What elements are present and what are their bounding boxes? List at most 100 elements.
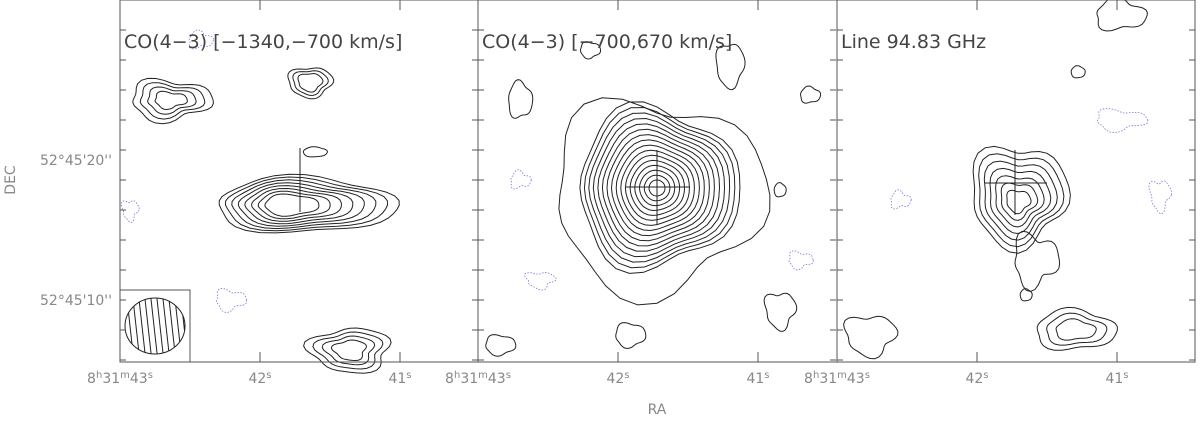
x-tick-label: 41s bbox=[1105, 370, 1128, 388]
contour bbox=[1096, 0, 1148, 32]
contour bbox=[610, 139, 705, 237]
contour bbox=[297, 72, 324, 93]
contour bbox=[302, 146, 328, 158]
x-tick-part: s bbox=[406, 370, 411, 381]
x-tick-label: 42s bbox=[606, 370, 629, 388]
contour bbox=[788, 250, 814, 271]
contour bbox=[890, 189, 912, 210]
contour bbox=[292, 70, 329, 96]
contour bbox=[989, 167, 1052, 235]
contour bbox=[264, 193, 320, 217]
x-tick-part: h bbox=[813, 370, 819, 381]
contour bbox=[303, 327, 392, 374]
contour bbox=[330, 339, 368, 362]
x-tick-part: 43 bbox=[130, 371, 148, 387]
contour bbox=[629, 159, 686, 216]
contour bbox=[237, 182, 365, 227]
contour bbox=[218, 173, 400, 234]
x-tick-part: s bbox=[865, 370, 870, 381]
x-tick-part: 41 bbox=[1105, 371, 1123, 387]
contour bbox=[1046, 312, 1108, 346]
x-tick-label: 41s bbox=[746, 370, 769, 388]
x-tick-part: 31 bbox=[819, 371, 837, 387]
x-tick-label: 41s bbox=[388, 370, 411, 388]
contour bbox=[510, 169, 532, 190]
x-tick-part: 41 bbox=[746, 371, 764, 387]
contour bbox=[615, 144, 700, 232]
contour bbox=[558, 97, 771, 306]
contour bbox=[250, 187, 343, 222]
contour bbox=[634, 164, 681, 212]
x-tick-label: 8h31m43s bbox=[445, 370, 511, 388]
contour bbox=[231, 179, 377, 230]
x-tick-part: 42 bbox=[965, 371, 983, 387]
hatch-line bbox=[149, 298, 159, 354]
x-tick-part: m bbox=[837, 370, 847, 381]
x-tick-part: s bbox=[624, 370, 629, 381]
x-tick-part: 8 bbox=[445, 371, 454, 387]
contour bbox=[843, 315, 899, 360]
contour bbox=[624, 154, 690, 221]
contour bbox=[1148, 180, 1173, 215]
x-tick-part: s bbox=[983, 370, 988, 381]
contour bbox=[1096, 108, 1149, 134]
contour bbox=[244, 185, 354, 225]
contour bbox=[1014, 230, 1061, 293]
x-tick-part: 8 bbox=[804, 371, 813, 387]
contour bbox=[1019, 288, 1033, 302]
contour bbox=[224, 176, 389, 232]
x-tick-part: 43 bbox=[847, 371, 865, 387]
panel-title: CO(4−3) [−1340,−700 km/s] bbox=[124, 31, 402, 53]
contour bbox=[257, 190, 331, 220]
panel-frame bbox=[836, 0, 1196, 363]
contour bbox=[763, 292, 798, 332]
panel-title: Line 94.83 GHz bbox=[841, 31, 986, 53]
x-tick-part: h bbox=[96, 370, 102, 381]
marker bbox=[985, 150, 1047, 215]
x-tick-part: s bbox=[266, 370, 271, 381]
marker bbox=[625, 150, 690, 225]
contour bbox=[773, 182, 787, 198]
contour bbox=[579, 101, 741, 274]
contour bbox=[620, 149, 695, 226]
x-tick-part: m bbox=[478, 370, 488, 381]
contour bbox=[312, 331, 384, 370]
x-tick-part: 8 bbox=[87, 371, 96, 387]
contour bbox=[321, 335, 376, 366]
x-tick-part: m bbox=[120, 370, 130, 381]
x-tick-part: s bbox=[506, 370, 511, 381]
hatch-line bbox=[143, 298, 153, 354]
x-axis-label: RA bbox=[648, 402, 667, 418]
contour bbox=[485, 334, 517, 357]
contour bbox=[580, 41, 601, 60]
panel-title: CO(4−3) [−700,670 km/s] bbox=[482, 31, 732, 53]
x-tick-label: 42s bbox=[248, 370, 271, 388]
contour bbox=[648, 179, 666, 197]
x-tick-part: 31 bbox=[460, 371, 478, 387]
contour bbox=[638, 169, 676, 207]
contour bbox=[287, 67, 335, 100]
x-tick-label: 42s bbox=[965, 370, 988, 388]
contour bbox=[1000, 182, 1039, 221]
contour bbox=[139, 82, 206, 120]
contours bbox=[120, 0, 1173, 374]
x-tick-part: s bbox=[764, 370, 769, 381]
contour bbox=[588, 112, 731, 263]
contour bbox=[995, 175, 1045, 228]
x-tick-part: 42 bbox=[248, 371, 266, 387]
contour bbox=[978, 153, 1065, 248]
contour bbox=[1006, 189, 1032, 215]
beam bbox=[124, 297, 186, 355]
x-tick-label: 8h31m43s bbox=[804, 370, 870, 388]
contour bbox=[215, 288, 248, 314]
y-tick-label: 52°45'10'' bbox=[40, 293, 112, 309]
contour bbox=[1036, 306, 1118, 351]
x-tick-label: 8h31m43s bbox=[87, 370, 153, 388]
hatch-line bbox=[155, 298, 165, 354]
x-tick-part: 31 bbox=[102, 371, 120, 387]
contour bbox=[972, 145, 1071, 254]
x-tick-part: h bbox=[454, 370, 460, 381]
contour bbox=[800, 85, 822, 104]
x-tick-part: 41 bbox=[388, 371, 406, 387]
